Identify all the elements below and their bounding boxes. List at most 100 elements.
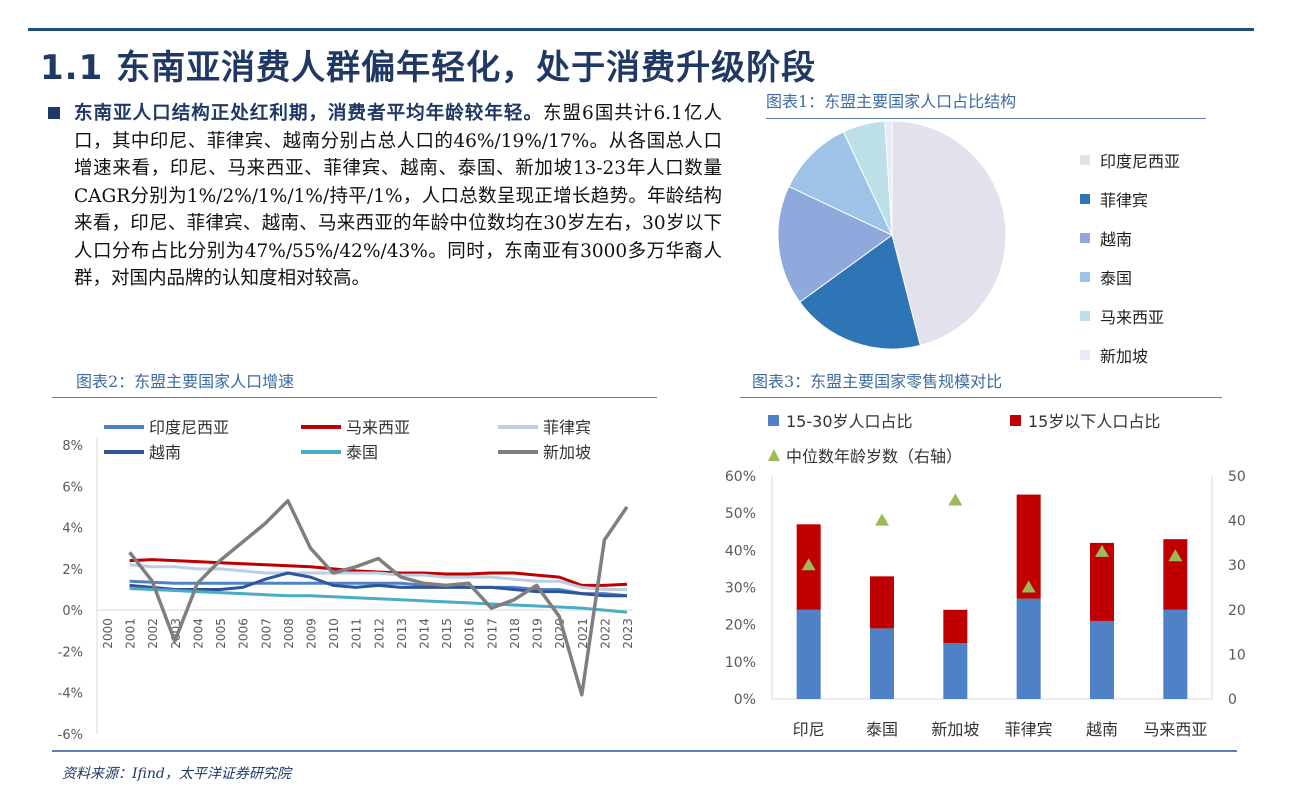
x-tick-label: 2008 — [282, 618, 296, 649]
legend-swatch — [768, 415, 779, 426]
legend-swatch — [1080, 350, 1090, 360]
bar-segment-15-30 — [870, 628, 894, 699]
pie-legend-item: 印度尼西亚 — [1080, 148, 1180, 172]
x-tick-label: 2011 — [350, 618, 364, 649]
x-tick-label: 2012 — [372, 618, 386, 649]
median-age-marker — [1021, 580, 1036, 593]
top-rule — [28, 28, 1254, 31]
series-line — [129, 587, 628, 614]
legend-label: 马来西亚 — [346, 418, 410, 437]
x-category-label: 新加坡 — [931, 720, 979, 739]
summary-paragraph: 东南亚人口结构正处红利期，消费者平均年龄较年轻。东盟6国共计6.1亿人口，其中印… — [74, 100, 722, 293]
legend-label: 中位数年龄岁数（右轴） — [786, 447, 962, 466]
series-line — [129, 579, 628, 598]
legend-swatch — [1080, 155, 1090, 165]
figure1-title: 图表1：东盟主要国家人口占比结构 — [766, 92, 1017, 111]
line-chart: 8%6%4%2%0%-2%-4%-6%2000 2001 2002 2003 2004 2… — [58, 418, 635, 743]
bar-segment-under-15 — [943, 609, 968, 644]
y-tick-label: -6% — [58, 728, 83, 743]
pie-chart — [777, 120, 1007, 350]
figure1-rule — [766, 118, 1206, 119]
legend-label: 菲律宾 — [1100, 191, 1149, 210]
x-tick-label: 2006 — [237, 618, 251, 649]
median-age-marker — [1168, 549, 1183, 562]
x-tick-label: 2005 — [214, 618, 228, 649]
legend-label: 越南 — [149, 443, 181, 462]
legend-label: 印度尼西亚 — [149, 418, 229, 437]
x-tick-label: 2001 — [124, 618, 138, 649]
x-tick-label: 2022 — [598, 618, 612, 649]
pie-slice — [777, 185, 893, 303]
y-tick-label: 2% — [62, 563, 83, 578]
y-tick-label: 20% — [725, 618, 756, 634]
x-tick-label: 2002 — [146, 618, 160, 649]
legend-swatch — [1010, 415, 1021, 426]
source-note: 资料来源：Ifind，太平洋证券研究院 — [62, 766, 291, 782]
x-tick-label: 2014 — [418, 618, 432, 649]
bar-segment-15-30 — [1016, 598, 1041, 699]
median-age-marker — [948, 493, 963, 506]
x-tick-label: 2018 — [508, 618, 522, 649]
pie-legend-item: 菲律宾 — [1080, 187, 1148, 211]
x-category-label: 马来西亚 — [1143, 720, 1207, 739]
y-tick-label: -2% — [58, 645, 83, 660]
y-tick-label: 8% — [62, 439, 83, 454]
figure3-title: 图表3：东盟主要国家零售规模对比 — [752, 372, 1003, 391]
x-tick-label: 2016 — [463, 618, 477, 649]
pie-legend-item: 马来西亚 — [1080, 304, 1164, 328]
figure2-rule — [52, 397, 657, 398]
series-line — [128, 498, 629, 697]
y-tick-label: 10% — [725, 655, 756, 671]
y2-tick-label: 40 — [1228, 514, 1246, 530]
pie-legend-item: 泰国 — [1080, 265, 1132, 289]
x-tick-label: 2000 — [101, 618, 115, 649]
y-tick-label: 50% — [725, 506, 756, 522]
bar-chart: 60% 50% 40% 30% 20% 10% 0% 50 40 30 20 10 0 印尼 泰国 新加坡 菲律… — [725, 412, 1246, 739]
series-line — [129, 571, 627, 598]
legend-marker — [768, 449, 780, 461]
y-tick-label: 0% — [62, 604, 83, 619]
legend-swatch — [1080, 272, 1090, 282]
y2-tick-label: 30 — [1228, 558, 1246, 574]
x-tick-label: 2015 — [440, 618, 454, 649]
legend-label: 15岁以下人口占比 — [1028, 412, 1160, 431]
x-tick-label: 2017 — [485, 618, 499, 649]
legend-swatch — [1080, 233, 1090, 243]
pie-slice — [891, 120, 1007, 347]
pie-slice — [799, 234, 921, 350]
x-tick-label: 2023 — [621, 618, 635, 649]
legend-label: 印度尼西亚 — [1100, 152, 1181, 171]
x-tick-label: 2019 — [531, 618, 545, 649]
bottom-rule — [52, 750, 1237, 752]
y-tick-label: 4% — [62, 522, 83, 537]
x-category-label: 越南 — [1086, 720, 1118, 739]
y-tick-label: 0% — [734, 692, 756, 708]
legend-label: 马来西亚 — [1100, 308, 1165, 327]
bar-segment-under-15 — [870, 576, 894, 629]
y2-tick-label: 20 — [1228, 603, 1246, 619]
x-tick-label: 2007 — [259, 618, 273, 649]
pie-legend-item: 越南 — [1080, 226, 1132, 250]
pie-slice — [884, 120, 893, 236]
legend-swatch — [1080, 194, 1090, 204]
legend-label: 新加坡 — [543, 443, 591, 462]
legend-label: 15-30岁人口占比 — [786, 412, 913, 431]
median-age-marker — [1095, 544, 1109, 557]
y-tick-label: -4% — [58, 687, 83, 702]
legend-label: 菲律宾 — [543, 418, 591, 437]
median-age-marker — [801, 558, 816, 571]
bar-segment-15-30 — [796, 609, 821, 699]
legend-label: 新加坡 — [1100, 347, 1149, 366]
x-tick-label: 2013 — [395, 618, 409, 649]
y-tick-label: 60% — [725, 469, 756, 485]
x-tick-label: 2010 — [327, 618, 341, 649]
y2-tick-label: 0 — [1228, 692, 1237, 708]
y2-tick-label: 10 — [1228, 647, 1246, 663]
bar-segment-15-30 — [1163, 609, 1188, 699]
bullet-square-icon — [48, 107, 60, 119]
y-tick-label: 30% — [725, 581, 756, 597]
y-tick-label: 6% — [62, 480, 83, 495]
figure3-rule — [740, 397, 1222, 398]
pie-legend-item: 新加坡 — [1080, 343, 1148, 367]
legend-label: 泰国 — [1100, 269, 1133, 288]
